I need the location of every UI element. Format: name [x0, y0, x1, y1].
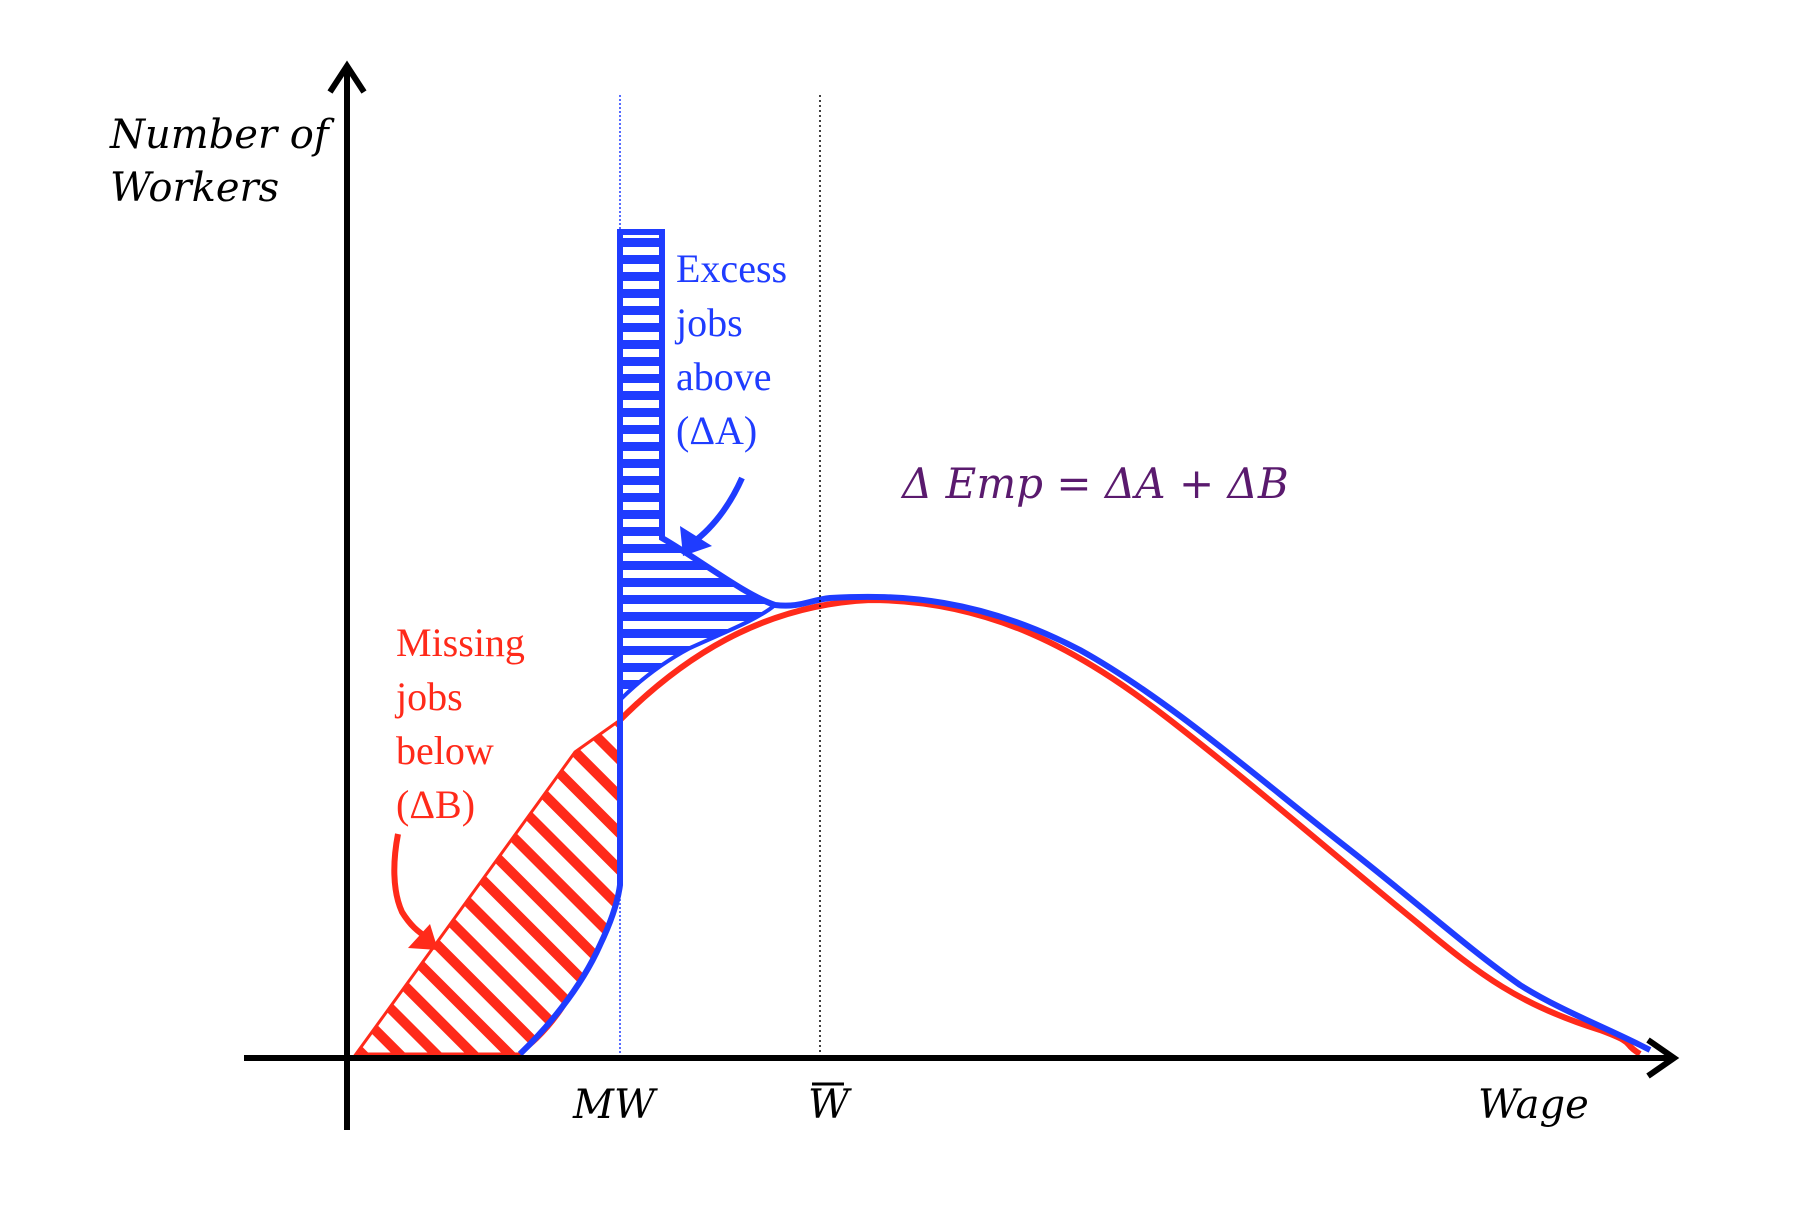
- red-distribution-curve: [617, 596, 1642, 1057]
- excess-label-line1: Excess: [676, 246, 787, 291]
- x-axis-arrowhead: [1646, 1037, 1680, 1079]
- excess-arrow: [686, 476, 745, 549]
- missing-label-line4: (ΔB): [396, 782, 475, 827]
- y-axis-arrowhead: [327, 60, 367, 94]
- missing-arrow-head: [408, 924, 438, 950]
- wbar-tick-label: W: [808, 1082, 852, 1128]
- missing-label-line2: jobs: [394, 674, 463, 719]
- missing-label: Missing jobs below (ΔB): [394, 620, 525, 827]
- x-axis-label: Wage: [1478, 1082, 1589, 1128]
- employment-equation: Δ Emp = ΔA + ΔB: [900, 459, 1289, 508]
- missing-arrow: [391, 833, 430, 941]
- blue-distribution-curve: [517, 229, 1652, 1057]
- y-axis-label-line2: Workers: [110, 165, 279, 211]
- excess-arrow-head: [680, 526, 712, 556]
- y-axis-label-line1: Number of: [109, 112, 335, 158]
- excess-label: Excess jobs above (ΔA): [674, 246, 787, 453]
- mw-tick-label: MW: [572, 1082, 658, 1128]
- excess-label-line4: (ΔA): [676, 408, 757, 453]
- missing-label-line3: below: [396, 728, 494, 773]
- excess-label-line3: above: [676, 354, 772, 399]
- excess-label-line2: jobs: [674, 300, 743, 345]
- missing-label-line1: Missing: [396, 620, 525, 665]
